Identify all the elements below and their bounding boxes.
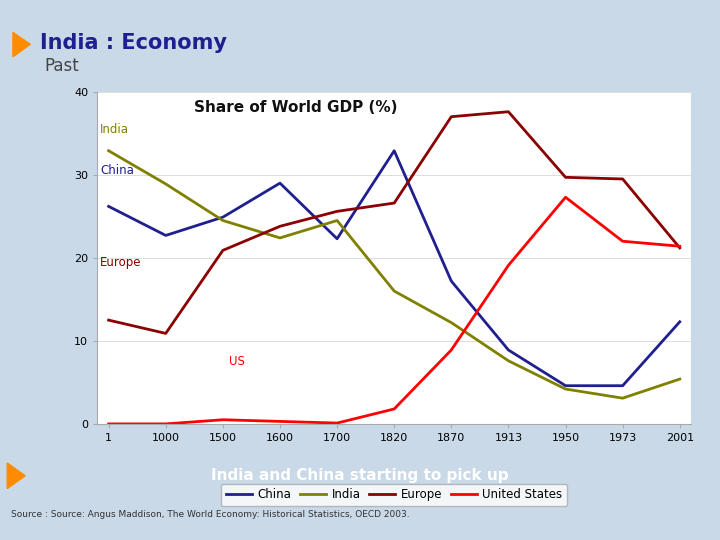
Text: India: India <box>100 123 129 136</box>
Legend: China, India, Europe, United States: China, India, Europe, United States <box>221 483 567 506</box>
Text: US: US <box>228 355 245 368</box>
Text: Europe: Europe <box>100 255 142 268</box>
Text: China: China <box>100 164 134 177</box>
Text: India : Economy: India : Economy <box>40 33 227 53</box>
Text: Past: Past <box>45 57 79 75</box>
Text: Share of World GDP (%): Share of World GDP (%) <box>194 100 397 115</box>
Text: India and China starting to pick up: India and China starting to pick up <box>211 468 509 483</box>
Polygon shape <box>7 463 25 489</box>
Text: Source : Source: Angus Maddison, The World Economy: Historical Statistics, OECD : Source : Source: Angus Maddison, The Wor… <box>11 510 410 519</box>
